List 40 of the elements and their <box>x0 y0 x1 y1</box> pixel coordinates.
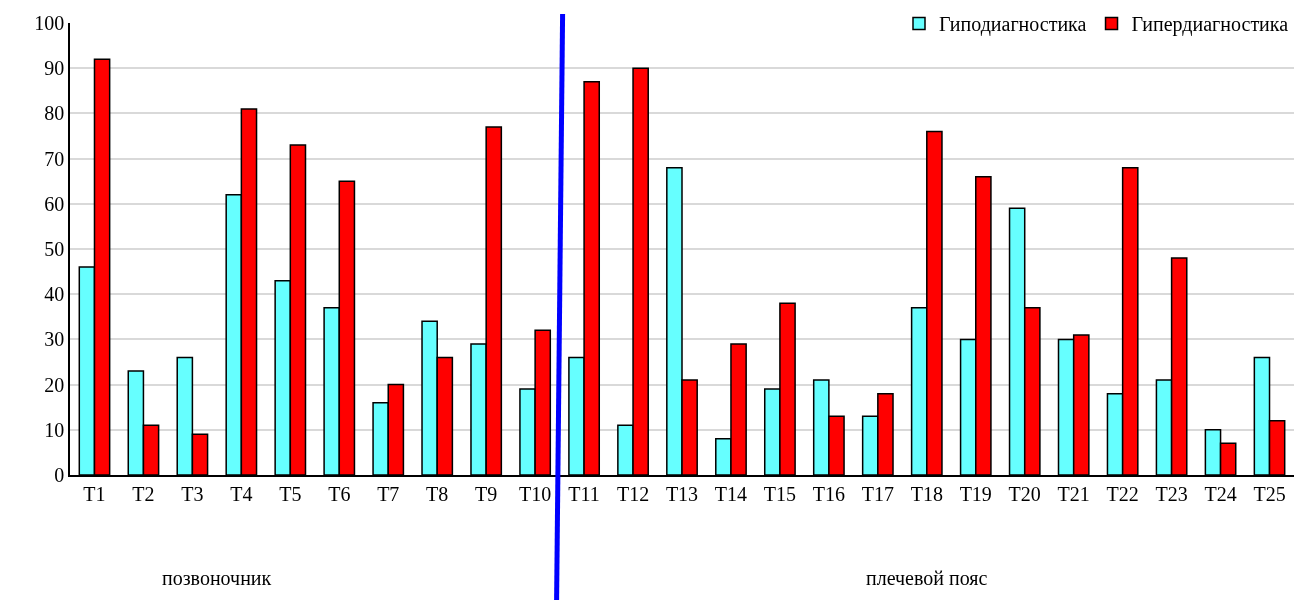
x-tick-label: T3 <box>181 482 204 505</box>
x-tick-label: T16 <box>812 482 845 505</box>
y-tick-label: 70 <box>44 147 65 170</box>
x-tick-label: T25 <box>1253 482 1286 505</box>
x-tick-label: T20 <box>1008 482 1041 505</box>
x-tick-label: T2 <box>132 482 155 505</box>
text: позвоночник <box>162 567 272 589</box>
legend-label: Гиподиагностика <box>939 13 1087 37</box>
x-tick-label: T8 <box>426 482 449 505</box>
x-tick-label: T6 <box>328 482 351 505</box>
x-tick-label: T24 <box>1204 482 1237 505</box>
x-tick-label: T22 <box>1106 482 1139 505</box>
x-tick-label: T14 <box>714 482 748 505</box>
y-tick-label: 30 <box>44 328 65 351</box>
x-tick-label: T18 <box>910 482 943 505</box>
y-tick-label: 80 <box>44 102 65 125</box>
legend-label: Гипердиагностика <box>1131 13 1289 37</box>
x-tick-label: T19 <box>959 482 992 505</box>
x-tick-label: T17 <box>861 482 894 505</box>
x-tick-label: T21 <box>1057 482 1090 505</box>
text: плечевой пояс <box>866 567 988 589</box>
x-tick-label: T13 <box>665 482 699 505</box>
y-tick-label: 100 <box>34 12 65 34</box>
x-tick-label: T12 <box>616 482 650 505</box>
x-tick-label: T4 <box>230 482 253 505</box>
y-tick-label: 10 <box>44 418 65 441</box>
y-tick-label: 60 <box>44 192 65 215</box>
y-tick-label: 90 <box>44 57 65 80</box>
x-tick-label: T15 <box>763 482 797 505</box>
x-tick-label: T23 <box>1155 482 1188 505</box>
x-tick-label: T10 <box>519 482 552 505</box>
y-tick-label: 20 <box>44 373 65 396</box>
y-tick-label: 50 <box>44 238 65 260</box>
x-tick-label: T9 <box>475 482 498 505</box>
x-tick-label: T7 <box>377 482 400 505</box>
x-tick-label: T1 <box>83 482 106 505</box>
x-tick-label: T11 <box>568 482 600 505</box>
y-tick-label: 40 <box>44 283 65 306</box>
x-tick-label: T5 <box>279 482 302 505</box>
y-tick-label: 0 <box>54 464 65 486</box>
